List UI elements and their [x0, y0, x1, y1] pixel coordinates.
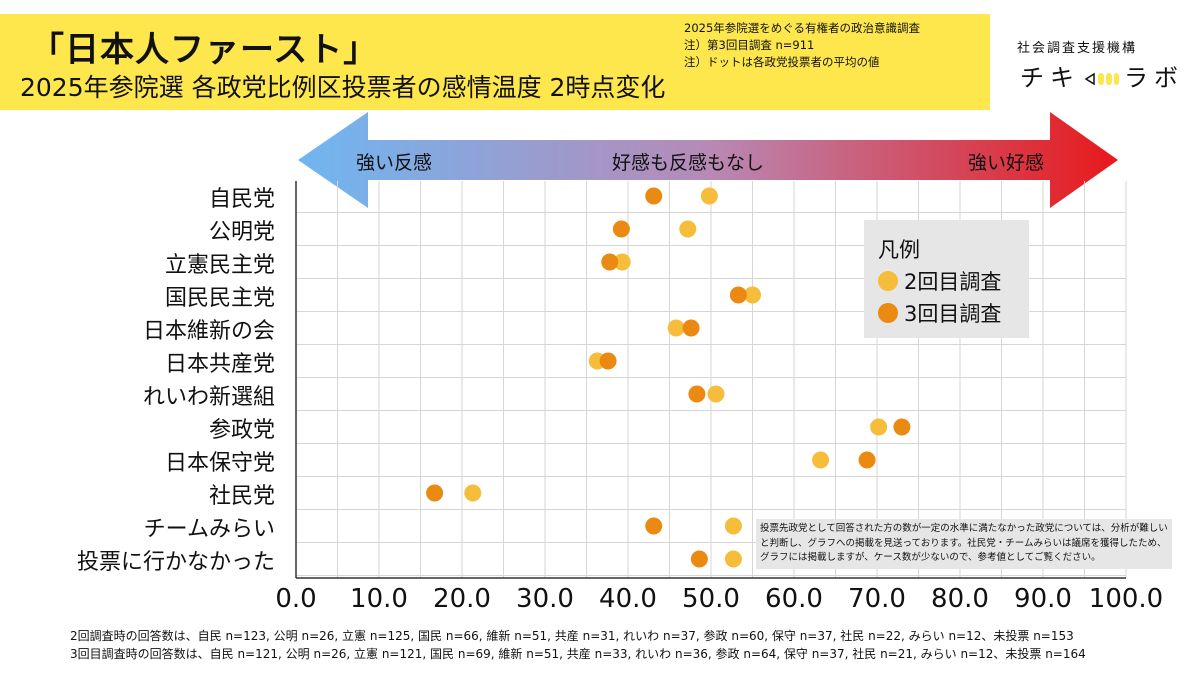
x-tick-label: 100.0 [1088, 584, 1164, 614]
category-label: 自民党 [208, 187, 275, 212]
data-point-series2 [679, 220, 697, 238]
category-label: 公明党 [208, 220, 275, 245]
brand-logo: チキ ラボ [1020, 58, 1184, 93]
data-point-series2 [667, 319, 685, 337]
x-tick-label: 40.0 [599, 584, 657, 614]
x-tick-label: 20.0 [433, 584, 491, 614]
data-point-series3 [729, 286, 747, 304]
note-line: 2025年参院選をめぐる有権者の政治意識調査 [684, 21, 921, 35]
category-label: チームみらい [143, 517, 275, 542]
data-point-series3 [690, 550, 708, 568]
data-point-series3 [688, 385, 706, 403]
legend-label: 3回目調査 [904, 302, 1002, 326]
legend-dot-icon [878, 271, 898, 291]
x-tick-label: 90.0 [1014, 584, 1072, 614]
x-tick-label: 30.0 [516, 584, 574, 614]
data-point-series3 [645, 517, 663, 535]
data-point-series2 [724, 550, 742, 568]
legend-dot-icon [878, 303, 898, 323]
data-point-series2 [812, 451, 830, 469]
note-line: 注）ドットは各政党投票者の平均の値 [684, 55, 880, 69]
footer-sample-sizes-2: 2回調査時の回答数は、自民 n=123, 公明 n=26, 立憲 n=125, … [70, 629, 1074, 643]
arrow-label-right: 強い好感 [968, 152, 1045, 174]
data-point-series2 [724, 517, 742, 535]
legend-title: 凡例 [878, 238, 920, 262]
arrow-label-left: 強い反感 [356, 152, 433, 174]
category-label: れいわ新選組 [142, 385, 275, 410]
category-label: 日本共産党 [164, 352, 275, 377]
data-point-series3 [612, 220, 630, 238]
brand-org: 社会調査支援機構 [1017, 41, 1138, 56]
data-point-series2 [870, 418, 888, 436]
logo-text-left: チキ [1020, 64, 1080, 92]
category-label: 日本保守党 [164, 451, 275, 476]
legend-label: 2回目調査 [904, 270, 1002, 294]
x-tick-label: 0.0 [275, 584, 317, 614]
x-tick-label: 70.0 [848, 584, 906, 614]
chart-title: 「日本人ファースト」 [30, 30, 379, 70]
legend-item-series2: 2回目調査 [878, 266, 1001, 296]
footer-sample-sizes-3: 3回目調査時の回答数は、自民 n=121, 公明 n=26, 立憲 n=121,… [70, 647, 1086, 661]
arrow-label-center: 好感も反感もなし [612, 152, 765, 174]
data-point-series3 [599, 352, 617, 370]
data-point-series2 [613, 253, 631, 271]
data-point-series2 [464, 484, 482, 502]
data-point-series3 [601, 253, 619, 271]
category-label: 国民民主党 [164, 286, 275, 311]
legend-item-series3: 3回目調査 [878, 298, 1001, 328]
category-label: 立憲民主党 [164, 253, 275, 278]
data-point-series3 [645, 187, 663, 205]
x-tick-label: 80.0 [931, 584, 989, 614]
logo-text-right: ラボ [1124, 64, 1184, 92]
title-box: 「日本人ファースト」 2025年参院選 各政党比例区投票者の感情温度 2時点変化 [0, 14, 990, 110]
category-label: 社民党 [208, 484, 275, 509]
data-point-series3 [682, 319, 700, 337]
disclaimer-note: 投票先政党として回答された方の数が一定の水準に満たなかった政党については、分析が… [756, 519, 1172, 569]
data-point-series2 [700, 187, 718, 205]
logo-mark-icon [1084, 65, 1120, 93]
data-point-series2 [744, 286, 761, 304]
data-point-series3 [893, 418, 911, 436]
category-label: 参政党 [208, 418, 275, 443]
x-tick-label: 10.0 [350, 584, 408, 614]
x-tick-label: 60.0 [765, 584, 823, 614]
note-line: 注）第3回目調査 n=911 [684, 38, 815, 52]
x-tick-label: 50.0 [682, 584, 740, 614]
survey-notes: 2025年参院選をめぐる有権者の政治意識調査 注）第3回目調査 n=911 注）… [684, 20, 920, 71]
chart-subtitle: 2025年参院選 各政党比例区投票者の感情温度 2時点変化 [20, 73, 666, 102]
legend: 凡例 2回目調査 3回目調査 [864, 220, 1029, 338]
data-point-series3 [426, 484, 444, 502]
category-label: 投票に行かなかった [76, 550, 275, 575]
data-point-series3 [858, 451, 876, 469]
data-point-series2 [707, 385, 725, 403]
category-label: 日本維新の会 [142, 319, 275, 344]
